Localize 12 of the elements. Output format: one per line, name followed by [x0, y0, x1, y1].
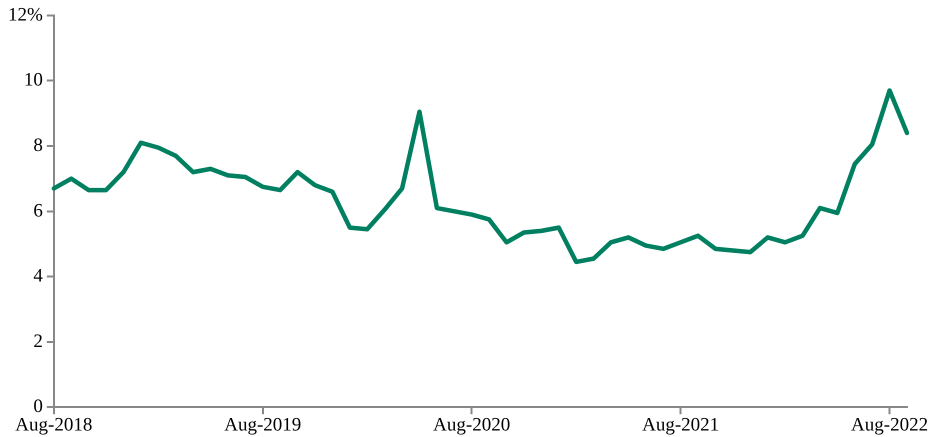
- x-tick-label: Aug-2021: [642, 414, 720, 436]
- y-tick-label: 8: [33, 134, 43, 156]
- y-tick-label: 12%: [8, 4, 43, 26]
- x-tick-label: Aug-2020: [433, 414, 510, 436]
- y-tick-label: 4: [33, 266, 44, 287]
- x-tick-label: Aug-2018: [15, 414, 92, 436]
- x-tick-label: Aug-2019: [224, 414, 302, 436]
- y-tick-label: 6: [33, 200, 43, 222]
- y-tick-label: 10: [24, 70, 43, 91]
- x-tick-label: Aug-2022: [851, 414, 928, 436]
- y-tick-label: 2: [33, 330, 43, 352]
- y-tick-label: 0: [33, 396, 43, 418]
